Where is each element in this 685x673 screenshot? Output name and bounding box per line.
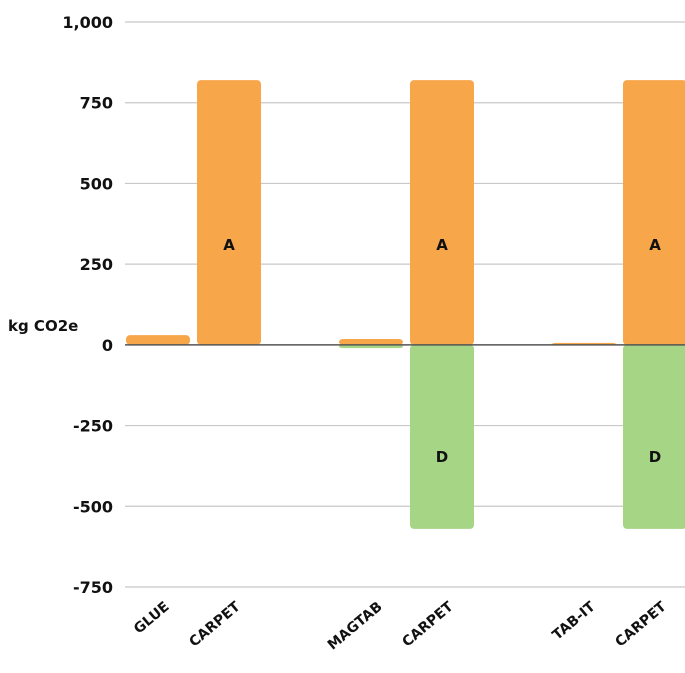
bar-d-carpet [623,344,685,529]
segment-label-a: A [436,236,448,254]
bars [126,80,685,529]
x-category-label: TAB-IT [550,599,599,644]
y-axis-label: kg CO2e [8,317,78,335]
bar-a-carpet [197,80,261,345]
y-tick-label: 500 [80,174,113,193]
y-tick-label: 0 [102,336,113,355]
bar-d-carpet [410,344,474,529]
y-tick-label: 1,000 [62,13,113,32]
bar-a-carpet [410,80,474,345]
bar-a-glue [126,335,190,345]
y-tick-label: 250 [80,255,113,274]
x-category-label: GLUE [131,599,173,638]
bar-d-magtab [339,344,403,349]
segment-labels: A A D A D [223,236,661,466]
bar-a-magtab [339,339,403,345]
x-category-label: CARPET [399,599,457,651]
x-category-label: CARPET [612,599,670,651]
segment-label-a: A [223,236,235,254]
segment-label-d: D [436,448,448,466]
segment-label-a: A [649,236,661,254]
y-tick-label: -750 [73,578,113,597]
y-tick-label: -500 [73,497,113,516]
y-tick-label: 750 [80,94,113,113]
bar-a-carpet [623,80,685,345]
x-category-label: MAGTAB [325,599,386,654]
x-axis-category-labels: GLUE CARPET MAGTAB CARPET TAB-IT CARPET [131,599,670,654]
y-tick-label: -250 [73,417,113,436]
y-axis-tick-labels: 1,000 750 500 250 0 -250 -500 -750 [62,13,113,597]
x-category-label: CARPET [186,599,244,651]
segment-label-d: D [649,448,661,466]
